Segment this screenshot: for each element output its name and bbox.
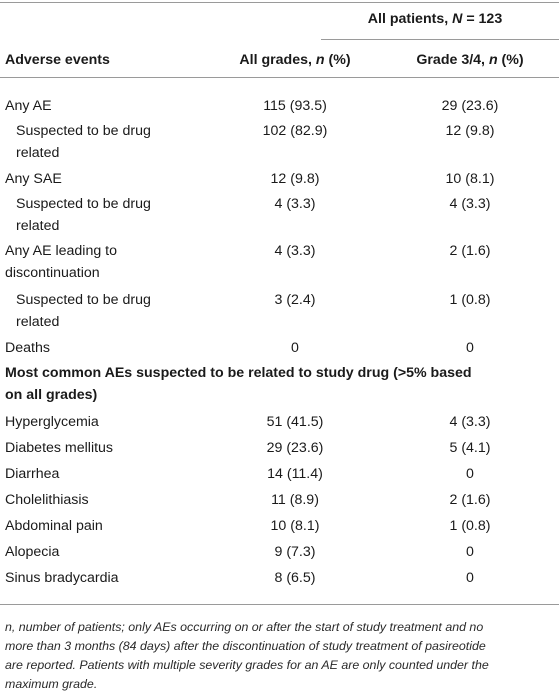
common-row-all-grades: 14 (11.4) [267,466,323,482]
footnote-line: n, number of patients; only AEs occurrin… [5,620,484,634]
common-row-grade-3-4: 0 [466,466,474,482]
row-grade-3-4: 1 (0.8) [449,292,491,308]
header-adverse-events: Adverse events [5,52,110,68]
common-row-grade-3-4: 2 (1.6) [449,492,491,508]
common-row-grade-3-4: 1 (0.8) [449,518,491,534]
footnote-line: are reported. Patients with multiple sev… [5,658,489,672]
row-all-grades: 4 (3.3) [274,243,316,259]
common-row-label: Abdominal pain [5,518,103,534]
section-header: Most common AEs suspected to be related … [5,365,472,381]
common-row-all-grades: 10 (8.1) [270,518,320,534]
row-grade-3-4: 12 (9.8) [445,123,495,139]
common-row-all-grades: 51 (41.5) [266,414,324,430]
row-grade-3-4: 29 (23.6) [441,98,499,114]
section-header-cont: on all grades) [5,387,98,403]
row-grade-3-4: 2 (1.6) [449,243,491,259]
header-all-grades: All grades, n (%) [239,52,351,68]
row-label: Deaths [5,340,50,356]
row-label: Suspected to be drug [16,196,151,212]
row-label-cont: discontinuation [5,265,100,281]
common-row-label: Hyperglycemia [5,414,99,430]
row-label: Suspected to be drug [16,292,151,308]
common-row-all-grades: 29 (23.6) [266,440,324,456]
row-label-cont: related [16,145,60,161]
row-all-grades: 3 (2.4) [274,292,316,308]
column-group-rule [321,39,559,40]
table-footnote: n, number of patients; only AEs occurrin… [5,618,555,694]
common-row-grade-3-4: 0 [466,544,474,560]
row-label-cont: related [16,314,60,330]
row-all-grades: 12 (9.8) [270,171,320,187]
common-row-label: Diarrhea [5,466,60,482]
row-grade-3-4: 0 [466,340,474,356]
common-row-all-grades: 8 (6.5) [274,570,316,586]
common-row-all-grades: 9 (7.3) [274,544,316,560]
row-all-grades: 0 [291,340,299,356]
table-bottom-rule [0,604,559,605]
table-top-rule [0,2,559,3]
row-grade-3-4: 4 (3.3) [449,196,491,212]
common-row-label: Alopecia [5,544,60,560]
column-group-header: All patients, N = 123 [367,11,503,27]
row-label: Suspected to be drug [16,123,151,139]
common-row-grade-3-4: 4 (3.3) [449,414,491,430]
row-label-cont: related [16,218,60,234]
common-row-grade-3-4: 5 (4.1) [449,440,491,456]
footnote-line: maximum grade. [5,677,98,691]
row-label: Any AE leading to [5,243,118,259]
common-row-label: Cholelithiasis [5,492,89,508]
common-row-grade-3-4: 0 [466,570,474,586]
row-all-grades: 102 (82.9) [262,123,328,139]
header-bottom-rule [0,77,559,78]
common-row-label: Sinus bradycardia [5,570,119,586]
header-grade-3-4: Grade 3/4, n (%) [416,52,524,68]
row-all-grades: 4 (3.3) [274,196,316,212]
row-label: Any SAE [5,171,62,187]
row-grade-3-4: 10 (8.1) [445,171,495,187]
common-row-label: Diabetes mellitus [5,440,114,456]
row-all-grades: 115 (93.5) [263,98,327,114]
row-label: Any AE [5,98,52,114]
footnote-line: more than 3 months (84 days) after the d… [5,639,486,653]
common-row-all-grades: 11 (8.9) [271,492,319,508]
